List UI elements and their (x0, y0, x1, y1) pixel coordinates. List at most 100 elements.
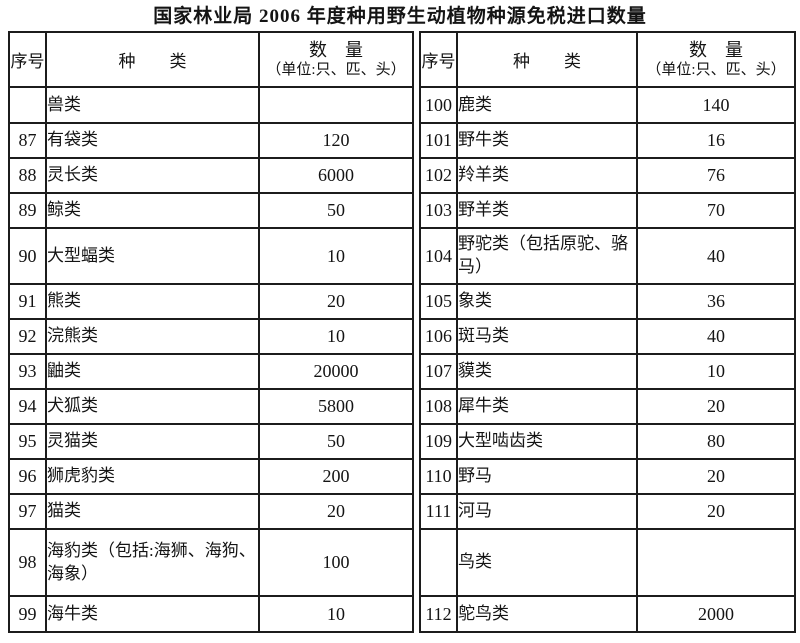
species-cell: 大型蝠类 (45, 227, 260, 285)
quantity-cell: 5800 (258, 388, 414, 425)
row-index-cell: 94 (8, 388, 47, 425)
quantity-cell: 20 (636, 388, 796, 425)
quantity-cell: 16 (636, 122, 796, 159)
quantity-cell: 80 (636, 423, 796, 460)
row-index-cell: 105 (419, 283, 458, 320)
table-row: 93 鼬类 20000 (8, 353, 414, 390)
species-cell: 有袋类 (45, 122, 260, 159)
row-index-cell: 100 (419, 86, 458, 124)
row-index-cell: 95 (8, 423, 47, 460)
table-row: 112 鸵鸟类 2000 (419, 595, 796, 633)
table-row: 107 貘类 10 (419, 353, 796, 390)
quantity-cell: 76 (636, 157, 796, 194)
row-index-cell: 87 (8, 122, 47, 159)
table-row: 92 浣熊类 10 (8, 318, 414, 355)
table-row: 111 河马 20 (419, 493, 796, 530)
right-table: 序号 种 类 数 量 （单位:只、匹、头） 100 鹿类 140 101 野牛类 16 10… (419, 31, 796, 633)
species-cell: 鸵鸟类 (456, 595, 638, 633)
row-index-cell: 99 (8, 595, 47, 633)
row-index-cell: 102 (419, 157, 458, 194)
quantity-cell: 40 (636, 227, 796, 285)
quantity-cell (258, 86, 414, 124)
quantity-cell: 20 (636, 458, 796, 495)
species-cell: 鲸类 (45, 192, 260, 229)
row-index-cell: 89 (8, 192, 47, 229)
table-row: 101 野牛类 16 (419, 122, 796, 159)
header-quantity: 数 量 （单位:只、匹、头） (636, 31, 796, 88)
table-row: 100 鹿类 140 (419, 86, 796, 124)
row-index-cell: 109 (419, 423, 458, 460)
quantity-cell (636, 528, 796, 597)
header-row: 序号 种 类 数 量 （单位:只、匹、头） (8, 31, 414, 88)
species-cell: 野马 (456, 458, 638, 495)
row-index-cell: 97 (8, 493, 47, 530)
species-cell: 河马 (456, 493, 638, 530)
header-species: 种 类 (45, 31, 260, 88)
table-row: 96 狮虎豹类 200 (8, 458, 414, 495)
species-cell: 野牛类 (456, 122, 638, 159)
left-table: 序号 种 类 数 量 （单位:只、匹、头） 兽类 87 有袋类 120 88 灵长类 600… (8, 31, 414, 633)
quantity-cell: 200 (258, 458, 414, 495)
row-index-cell: 112 (419, 595, 458, 633)
table-row: 99 海牛类 10 (8, 595, 414, 633)
quantity-cell: 140 (636, 86, 796, 124)
left-table-body: 兽类 87 有袋类 120 88 灵长类 6000 89 鲸类 50 90 大型蝠类 10 91 熊类 20 9… (8, 86, 414, 633)
page-title: 国家林业局 2006 年度种用野生动植物种源免税进口数量 (153, 6, 647, 27)
row-index-cell: 108 (419, 388, 458, 425)
species-cell: 熊类 (45, 283, 260, 320)
quantity-cell: 50 (258, 423, 414, 460)
table-row: 98 海豹类（包括:海狮、海狗、海象） 100 (8, 528, 414, 597)
quantity-cell: 100 (258, 528, 414, 597)
species-cell: 浣熊类 (45, 318, 260, 355)
header-quantity-label: 数 量 (689, 39, 743, 60)
species-cell: 犬狐类 (45, 388, 260, 425)
table-row: 90 大型蝠类 10 (8, 227, 414, 285)
table-row: 105 象类 36 (419, 283, 796, 320)
species-cell: 鼬类 (45, 353, 260, 390)
table-row: 103 野羊类 70 (419, 192, 796, 229)
row-index-cell: 96 (8, 458, 47, 495)
quantity-cell: 2000 (636, 595, 796, 633)
table-row: 91 熊类 20 (8, 283, 414, 320)
tables-container: 序号 种 类 数 量 （单位:只、匹、头） 兽类 87 有袋类 120 88 灵长类 600… (8, 31, 800, 633)
table-row: 106 斑马类 40 (419, 318, 796, 355)
species-cell: 貘类 (456, 353, 638, 390)
row-index-cell: 103 (419, 192, 458, 229)
row-index-cell (419, 528, 458, 597)
row-index-cell: 93 (8, 353, 47, 390)
header-quantity-unit: （单位:只、匹、头） (266, 62, 406, 78)
row-index-cell: 90 (8, 227, 47, 285)
table-row: 104 野驼类（包括原驼、骆马） 40 (419, 227, 796, 285)
species-cell: 犀牛类 (456, 388, 638, 425)
header-index: 序号 (419, 31, 458, 88)
quantity-cell: 10 (258, 227, 414, 285)
table-row: 95 灵猫类 50 (8, 423, 414, 460)
species-cell: 羚羊类 (456, 157, 638, 194)
species-cell: 狮虎豹类 (45, 458, 260, 495)
header-quantity-unit: （单位:只、匹、头） (646, 62, 786, 78)
species-cell: 海豹类（包括:海狮、海狗、海象） (45, 528, 260, 597)
species-cell: 鸟类 (456, 528, 638, 597)
quantity-cell: 70 (636, 192, 796, 229)
species-cell: 灵长类 (45, 157, 260, 194)
header-species: 种 类 (456, 31, 638, 88)
row-index-cell: 101 (419, 122, 458, 159)
quantity-cell: 120 (258, 122, 414, 159)
header-index: 序号 (8, 31, 47, 88)
quantity-cell: 36 (636, 283, 796, 320)
quantity-cell: 20 (258, 283, 414, 320)
row-index-cell: 107 (419, 353, 458, 390)
species-cell: 灵猫类 (45, 423, 260, 460)
quantity-cell: 20 (636, 493, 796, 530)
species-cell: 兽类 (45, 86, 260, 124)
quantity-cell: 40 (636, 318, 796, 355)
row-index-cell: 110 (419, 458, 458, 495)
species-cell: 海牛类 (45, 595, 260, 633)
quantity-cell: 10 (258, 318, 414, 355)
row-index-cell: 106 (419, 318, 458, 355)
table-row: 110 野马 20 (419, 458, 796, 495)
quantity-cell: 20 (258, 493, 414, 530)
row-index-cell: 104 (419, 227, 458, 285)
table-row: 鸟类 (419, 528, 796, 597)
